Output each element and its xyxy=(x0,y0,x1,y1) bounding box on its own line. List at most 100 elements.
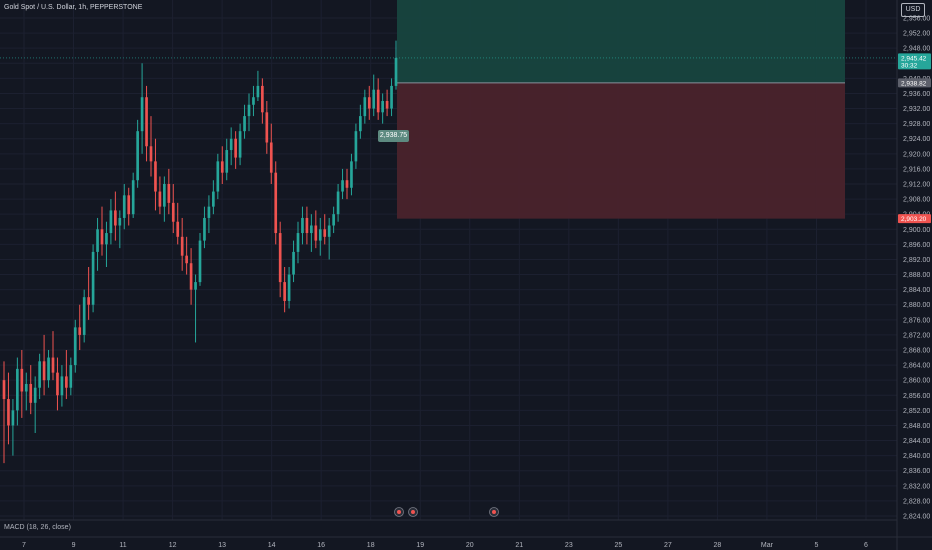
candle xyxy=(185,236,188,275)
time-axis[interactable]: 7 9 11 12 13 14 16 18 19 20 21 23 25 27 28 Mar 5 6 xyxy=(0,519,932,549)
candle xyxy=(372,74,376,117)
candle-body xyxy=(278,233,282,283)
candle-body xyxy=(394,57,398,86)
candle xyxy=(51,331,55,381)
candle-body xyxy=(256,85,260,98)
symbol-title: Gold Spot / U.S. Dollar, 1h, PEPPERSTONE xyxy=(4,4,143,11)
candle xyxy=(350,153,353,196)
candle-body xyxy=(51,357,55,373)
candle xyxy=(105,221,108,267)
price-tick-label: 2,840.00 xyxy=(903,453,930,460)
candle-body xyxy=(127,195,131,215)
candle-body xyxy=(105,233,108,245)
candle-body xyxy=(42,361,46,381)
candle xyxy=(269,123,273,184)
candle xyxy=(149,116,153,177)
candle-body xyxy=(171,202,175,222)
candle-body xyxy=(363,97,367,117)
position-zones[interactable] xyxy=(0,0,897,219)
candle xyxy=(73,319,77,373)
candle-body xyxy=(372,89,376,109)
candle xyxy=(176,202,180,245)
event-markers[interactable] xyxy=(394,507,499,517)
candle-body xyxy=(283,282,286,301)
candle-body xyxy=(341,180,344,192)
candle xyxy=(33,376,37,433)
candle xyxy=(225,138,229,181)
entry-price-label[interactable]: 2,938.82 xyxy=(898,78,931,88)
candle-body xyxy=(292,251,295,275)
candle-body xyxy=(265,112,269,143)
candle xyxy=(16,357,19,426)
candle-body xyxy=(229,138,233,151)
candle xyxy=(82,289,86,343)
candle-body xyxy=(354,131,358,162)
price-tick-label: 2,872.00 xyxy=(903,332,930,339)
candle-body xyxy=(318,229,322,241)
candle xyxy=(238,123,242,166)
candle-body xyxy=(136,131,139,181)
candle-body xyxy=(376,89,380,113)
candle-body xyxy=(11,410,15,426)
candle xyxy=(56,357,59,411)
currency-button[interactable]: USD xyxy=(901,3,925,17)
candle-body xyxy=(234,138,237,158)
candle xyxy=(69,357,73,396)
candle xyxy=(207,195,211,234)
candle-body xyxy=(118,217,122,226)
candle xyxy=(145,85,148,162)
candle-body xyxy=(189,263,193,290)
candle xyxy=(109,199,113,245)
current-price-label-bg xyxy=(898,53,931,70)
candle xyxy=(390,78,393,117)
candle xyxy=(336,184,340,222)
candle-body xyxy=(274,172,278,234)
price-tick-label: 2,916.00 xyxy=(903,166,930,173)
price-tick-label: 2,868.00 xyxy=(903,348,930,355)
candle-body xyxy=(73,327,77,366)
candle xyxy=(216,153,220,200)
candle-body xyxy=(194,282,197,290)
price-tick-label: 2,952.00 xyxy=(903,31,930,38)
time-tick-label: 12 xyxy=(169,542,177,549)
candle xyxy=(158,176,162,215)
candle xyxy=(265,101,269,154)
economic-event-marker[interactable] xyxy=(489,507,499,517)
price-tick-label: 2,908.00 xyxy=(903,197,930,204)
price-axis[interactable]: 2,824.00 2,828.00 2,832.00 2,836.00 2,840.00… xyxy=(896,0,932,550)
candle-body xyxy=(109,210,113,234)
candle-body xyxy=(149,146,153,162)
candle-body xyxy=(145,97,148,147)
candle-body xyxy=(47,357,50,381)
candle-body xyxy=(20,368,24,392)
candle-body xyxy=(305,217,309,234)
flag-dot xyxy=(411,510,415,514)
candle xyxy=(305,206,309,245)
price-tick-label: 2,900.00 xyxy=(903,227,930,234)
stop-price-label[interactable]: 2,903.20 xyxy=(898,214,931,224)
take-profit-zone[interactable] xyxy=(397,0,845,83)
candle-body xyxy=(301,217,304,234)
candle-body xyxy=(167,184,171,203)
candle-body xyxy=(207,206,211,218)
price-tick-label: 2,832.00 xyxy=(903,483,930,490)
candle xyxy=(118,210,122,249)
candle-body xyxy=(350,161,353,188)
price-tick-label: 2,864.00 xyxy=(903,363,930,370)
stop-loss-zone[interactable] xyxy=(397,82,845,219)
candle xyxy=(167,168,171,215)
candle xyxy=(131,172,135,218)
price-tick-label: 2,936.00 xyxy=(903,91,930,98)
candle-body xyxy=(158,191,162,207)
candle xyxy=(114,191,117,241)
candle xyxy=(24,372,28,411)
candle xyxy=(42,334,46,396)
candle xyxy=(243,104,246,139)
candle xyxy=(381,93,384,124)
economic-event-marker[interactable] xyxy=(394,507,404,517)
macd-indicator-label[interactable]: MACD (18, 26, close) xyxy=(4,524,71,531)
economic-event-marker[interactable] xyxy=(408,507,418,517)
candle xyxy=(296,221,300,264)
